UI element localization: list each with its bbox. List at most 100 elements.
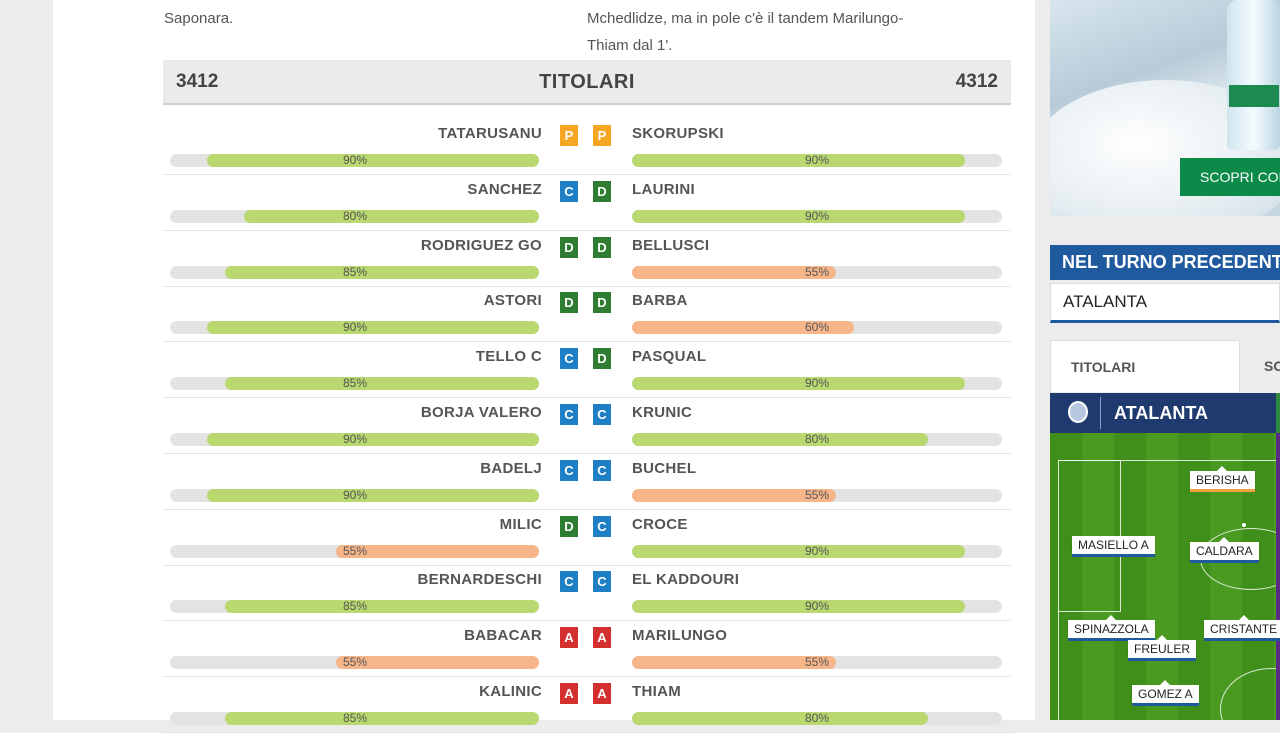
- advertisement-banner[interactable]: SCOPRI COD: [1050, 0, 1280, 216]
- away-role-badge: A: [593, 627, 611, 648]
- home-probability-label: 90%: [342, 154, 368, 167]
- home-probability-label: 90%: [342, 321, 368, 334]
- intro-text-left: Saponara.: [164, 5, 233, 32]
- player-chip[interactable]: CRISTANTE: [1204, 615, 1280, 641]
- home-role-badge: C: [560, 404, 578, 425]
- home-probability-label: 80%: [342, 210, 368, 223]
- away-player-name[interactable]: EL KADDOURI: [632, 571, 740, 588]
- home-player-name[interactable]: ASTORI: [483, 292, 542, 309]
- away-player-name[interactable]: SKORUPSKI: [632, 125, 724, 142]
- home-probability-bar: 90%: [170, 154, 539, 167]
- player-name: SPINAZZOLA: [1074, 622, 1149, 636]
- previous-round-header: NEL TURNO PRECEDENTE: [1050, 245, 1280, 280]
- away-player-name[interactable]: BARBA: [632, 292, 688, 309]
- home-player-name[interactable]: SANCHEZ: [467, 181, 542, 198]
- player-chip[interactable]: GOMEZ A: [1132, 680, 1199, 706]
- player-name: BERISHA: [1196, 473, 1249, 487]
- away-role-badge: D: [593, 292, 611, 313]
- away-probability-fill: [632, 433, 928, 446]
- away-player-name[interactable]: PASQUAL: [632, 348, 707, 365]
- home-probability-fill: [206, 154, 539, 167]
- field-team-header: ATALANTA: [1050, 393, 1280, 433]
- home-player-name[interactable]: TELLO C: [475, 348, 542, 365]
- home-probability-bar: 85%: [170, 712, 539, 725]
- home-player-name[interactable]: BADELJ: [480, 460, 542, 477]
- away-probability-fill: [632, 656, 836, 669]
- away-probability-label: 90%: [804, 545, 830, 558]
- home-probability-fill: [336, 545, 539, 558]
- header-stripe: [1276, 393, 1280, 433]
- player-chip[interactable]: MASIELLO A: [1072, 536, 1155, 557]
- home-probability-fill: [225, 377, 539, 390]
- away-probability-fill: [632, 489, 836, 502]
- home-player-name[interactable]: KALINIC: [479, 683, 542, 700]
- player-chip[interactable]: SPINAZZOLA: [1068, 615, 1155, 641]
- home-probability-label: 85%: [342, 712, 368, 725]
- away-probability-bar: 90%: [632, 545, 1002, 558]
- home-probability-bar: 90%: [170, 433, 539, 446]
- team-select[interactable]: ATALANTA: [1050, 283, 1280, 323]
- sidebar-tabs: TITOLARI SC: [1050, 340, 1280, 392]
- home-probability-bar: 85%: [170, 600, 539, 613]
- away-probability-label: 60%: [804, 321, 830, 334]
- away-role-badge: A: [593, 683, 611, 704]
- home-player-name[interactable]: TATARUSANU: [438, 125, 542, 142]
- away-probability-bar: 55%: [632, 489, 1002, 502]
- away-probability-fill: [632, 154, 965, 167]
- home-player-name[interactable]: MILIC: [499, 516, 542, 533]
- away-player-name[interactable]: LAURINI: [632, 181, 695, 198]
- away-role-badge: P: [593, 125, 611, 146]
- intro-left-text: Saponara.: [164, 10, 234, 27]
- home-probability-bar: 55%: [170, 656, 539, 669]
- home-probability-fill: [243, 210, 539, 223]
- header-divider: [1100, 397, 1101, 429]
- away-player-name[interactable]: THIAM: [632, 683, 681, 700]
- formation-pitch: BERISHA MASIELLO A CALDARA SPINAZZOLA CR…: [1050, 433, 1280, 720]
- away-role-badge: D: [593, 181, 611, 202]
- away-probability-fill: [632, 545, 965, 558]
- player-chip[interactable]: BERISHA: [1190, 466, 1255, 492]
- player-name: CALDARA: [1196, 544, 1253, 558]
- player-chip[interactable]: FREULER: [1128, 635, 1197, 661]
- home-probability-bar: 80%: [170, 210, 539, 223]
- home-player-name[interactable]: BERNARDESCHI: [417, 571, 542, 588]
- home-player-name[interactable]: BORJA VALERO: [420, 404, 542, 421]
- away-player-name[interactable]: BUCHEL: [632, 460, 697, 477]
- home-player-name[interactable]: RODRIGUEZ GO: [420, 237, 542, 254]
- away-probability-bar: 55%: [632, 266, 1002, 279]
- home-role-badge: P: [560, 125, 578, 146]
- away-probability-bar: 80%: [632, 712, 1002, 725]
- home-probability-fill: [206, 489, 539, 502]
- player-row: ASTORI D D BARBA 90% 60%: [163, 285, 1011, 342]
- away-probability-label: 90%: [804, 154, 830, 167]
- tab-other[interactable]: SC: [1264, 358, 1280, 374]
- away-probability-label: 90%: [804, 377, 830, 390]
- player-row: BABACAR A A MARILUNGO 55% 55%: [163, 620, 1011, 677]
- home-player-name[interactable]: BABACAR: [464, 627, 542, 644]
- home-probability-label: 55%: [342, 545, 368, 558]
- intro-text-right: Mchedlidze, ma in pole c'è il tandem Mar…: [587, 5, 967, 59]
- away-player-name[interactable]: MARILUNGO: [632, 627, 728, 644]
- home-role-badge: C: [560, 348, 578, 369]
- away-module: 4312: [955, 71, 998, 92]
- away-player-name[interactable]: KRUNIC: [632, 404, 693, 421]
- away-player-name[interactable]: BELLUSCI: [632, 237, 710, 254]
- lineup-header: 3412 TITOLARI 4312: [163, 60, 1011, 105]
- pitch-outline: [1058, 460, 1280, 720]
- away-player-name[interactable]: CROCE: [632, 516, 688, 533]
- home-module: 3412: [176, 71, 219, 92]
- away-probability-label: 55%: [804, 656, 830, 669]
- home-probability-label: 55%: [342, 656, 368, 669]
- ad-discover-button[interactable]: SCOPRI COD: [1180, 158, 1280, 196]
- home-probability-fill: [206, 321, 539, 334]
- away-probability-label: 80%: [804, 712, 830, 725]
- away-role-badge: D: [593, 348, 611, 369]
- home-probability-bar: 85%: [170, 266, 539, 279]
- home-probability-label: 90%: [342, 433, 368, 446]
- tab-titolari[interactable]: TITOLARI: [1050, 340, 1240, 392]
- player-row: MILIC D C CROCE 55% 90%: [163, 509, 1011, 566]
- home-probability-fill: [206, 433, 539, 446]
- player-chip[interactable]: CALDARA: [1190, 537, 1259, 563]
- away-probability-bar: 90%: [632, 210, 1002, 223]
- home-probability-bar: 85%: [170, 377, 539, 390]
